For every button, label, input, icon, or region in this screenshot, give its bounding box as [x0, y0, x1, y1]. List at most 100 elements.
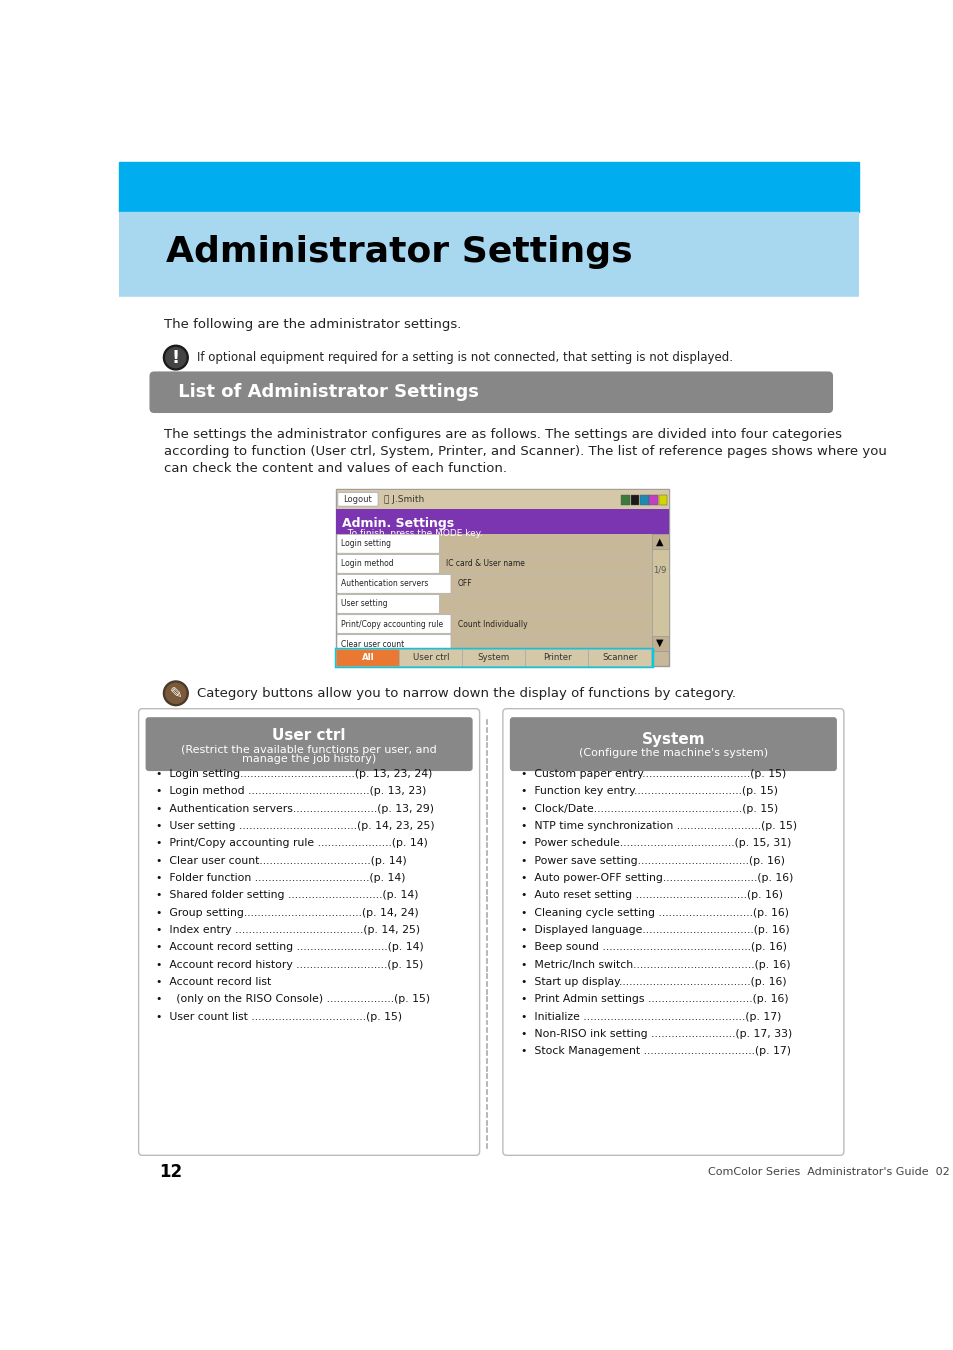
- Text: •    (only on the RISO Console) ....................(p. 15): • (only on the RISO Console) ...........…: [156, 995, 430, 1004]
- Text: List of Administrator Settings: List of Administrator Settings: [172, 383, 478, 401]
- Text: •  Displayed language.................................(p. 16): • Displayed language....................…: [520, 925, 789, 936]
- Bar: [119, 162, 858, 212]
- Text: ▲: ▲: [656, 536, 663, 547]
- Text: 1/9: 1/9: [653, 566, 666, 575]
- Text: The following are the administrator settings.: The following are the administrator sett…: [164, 317, 461, 331]
- Bar: [335, 649, 651, 667]
- FancyBboxPatch shape: [146, 717, 472, 771]
- Text: •  Function key entry................................(p. 15): • Function key entry....................…: [520, 787, 777, 796]
- FancyBboxPatch shape: [337, 493, 377, 506]
- FancyBboxPatch shape: [588, 649, 651, 667]
- FancyBboxPatch shape: [150, 371, 832, 413]
- Text: •  Account record list: • Account record list: [156, 977, 272, 987]
- Text: Login method: Login method: [340, 559, 393, 568]
- Text: •  Account record setting ...........................(p. 14): • Account record setting ...............…: [156, 942, 424, 952]
- Text: •  Stock Management .................................(p. 17): • Stock Management .....................…: [520, 1046, 790, 1056]
- Bar: [335, 489, 669, 509]
- Bar: [119, 297, 858, 1202]
- Text: ▼: ▼: [656, 639, 663, 648]
- Text: Category buttons allow you to narrow down the display of functions by category.: Category buttons allow you to narrow dow…: [196, 687, 735, 699]
- Bar: [119, 212, 858, 297]
- Text: •  User count list ..................................(p. 15): • User count list ......................…: [156, 1011, 402, 1022]
- FancyBboxPatch shape: [525, 649, 588, 667]
- Text: 👑 J.Smith: 👑 J.Smith: [384, 494, 424, 504]
- Text: •  Start up display.......................................(p. 16): • Start up display......................…: [520, 977, 785, 987]
- Text: (Configure the machine's system): (Configure the machine's system): [578, 748, 767, 757]
- Circle shape: [166, 683, 186, 703]
- Bar: [652, 533, 668, 549]
- Text: 12: 12: [159, 1164, 182, 1181]
- Text: •  Folder function ..................................(p. 14): • Folder function ......................…: [156, 873, 406, 883]
- Text: •  Cleaning cycle setting ............................(p. 16): • Cleaning cycle setting ...............…: [520, 907, 788, 918]
- Text: User ctrl: User ctrl: [413, 653, 449, 663]
- Text: •  Login method ....................................(p. 13, 23): • Login method .........................…: [156, 787, 426, 796]
- Text: •  Authentication servers.........................(p. 13, 29): • Authentication servers................…: [156, 803, 434, 814]
- Text: •  Login setting..................................(p. 13, 23, 24): • Login setting.........................…: [156, 769, 433, 779]
- Text: Printer: Printer: [542, 653, 571, 663]
- FancyBboxPatch shape: [462, 649, 525, 667]
- Text: •  Group setting...................................(p. 14, 24): • Group setting.........................…: [156, 907, 418, 918]
- FancyBboxPatch shape: [336, 595, 439, 613]
- Bar: [658, 494, 666, 505]
- Text: •  Power save setting.................................(p. 16): • Power save setting....................…: [520, 856, 784, 865]
- Text: Admin. Settings: Admin. Settings: [342, 517, 454, 529]
- Bar: [335, 509, 669, 533]
- Text: Print/Copy accounting rule: Print/Copy accounting rule: [340, 620, 442, 629]
- Bar: [652, 636, 668, 651]
- Text: •  Print/Copy accounting rule ......................(p. 14): • Print/Copy accounting rule ...........…: [156, 838, 428, 848]
- Text: •  Clock/Date............................................(p. 15): • Clock/Date............................…: [520, 803, 777, 814]
- Bar: [652, 533, 668, 651]
- FancyBboxPatch shape: [336, 555, 439, 574]
- Text: •  Auto reset setting .................................(p. 16): • Auto reset setting ...................…: [520, 891, 781, 900]
- Text: according to function (User ctrl, System, Printer, and Scanner). The list of ref: according to function (User ctrl, System…: [164, 444, 886, 458]
- Text: •  Account record history ...........................(p. 15): • Account record history ...............…: [156, 960, 423, 969]
- Text: •  Index entry ......................................(p. 14, 25): • Index entry ..........................…: [156, 925, 420, 936]
- Text: •  Custom paper entry................................(p. 15): • Custom paper entry....................…: [520, 769, 785, 779]
- Text: •  Shared folder setting ............................(p. 14): • Shared folder setting ................…: [156, 891, 418, 900]
- Text: !: !: [172, 348, 180, 367]
- Text: •  Non-RISO ink setting .........................(p. 17, 33): • Non-RISO ink setting .................…: [520, 1029, 791, 1040]
- Text: Authentication servers: Authentication servers: [340, 579, 428, 589]
- Text: •  Metric/Inch switch....................................(p. 16): • Metric/Inch switch....................…: [520, 960, 789, 969]
- Text: User setting: User setting: [340, 599, 387, 609]
- Text: IC card & User name: IC card & User name: [446, 559, 524, 568]
- FancyBboxPatch shape: [336, 634, 451, 653]
- FancyBboxPatch shape: [336, 575, 451, 593]
- Text: Logout: Logout: [343, 494, 372, 504]
- Text: •  Auto power-OFF setting............................(p. 16): • Auto power-OFF setting................…: [520, 873, 792, 883]
- Bar: [335, 489, 669, 667]
- Text: ComColor Series  Administrator's Guide  02: ComColor Series Administrator's Guide 02: [707, 1168, 949, 1177]
- Text: •  Power schedule..................................(p. 15, 31): • Power schedule........................…: [520, 838, 790, 848]
- FancyBboxPatch shape: [335, 649, 399, 667]
- Bar: [630, 494, 639, 505]
- FancyBboxPatch shape: [399, 649, 462, 667]
- Text: •  NTP time synchronization .........................(p. 15): • NTP time synchronization .............…: [520, 821, 796, 832]
- Text: •  User setting ...................................(p. 14, 23, 25): • User setting .........................…: [156, 821, 435, 832]
- Text: •  Print Admin settings ...............................(p. 16): • Print Admin settings .................…: [520, 995, 787, 1004]
- FancyBboxPatch shape: [509, 717, 836, 771]
- Text: OFF: OFF: [457, 579, 472, 589]
- Text: (Restrict the available functions per user, and: (Restrict the available functions per us…: [181, 744, 436, 755]
- Circle shape: [163, 346, 188, 370]
- Bar: [620, 494, 629, 505]
- Text: If optional equipment required for a setting is not connected, that setting is n: If optional equipment required for a set…: [196, 351, 732, 364]
- Text: ✎: ✎: [170, 686, 182, 701]
- Text: To finish, press the MODE key.: To finish, press the MODE key.: [342, 529, 482, 537]
- Text: System: System: [477, 653, 510, 663]
- FancyBboxPatch shape: [336, 535, 439, 554]
- Text: Scanner: Scanner: [601, 653, 638, 663]
- Text: Login setting: Login setting: [340, 540, 391, 548]
- Text: •  Beep sound ............................................(p. 16): • Beep sound ...........................…: [520, 942, 786, 952]
- Text: System: System: [640, 732, 704, 747]
- Bar: [649, 494, 658, 505]
- Text: •  Clear user count.................................(p. 14): • Clear user count......................…: [156, 856, 407, 865]
- Text: Clear user count: Clear user count: [340, 640, 404, 648]
- FancyBboxPatch shape: [336, 614, 451, 633]
- FancyBboxPatch shape: [138, 709, 479, 1156]
- Text: All: All: [361, 653, 374, 663]
- Circle shape: [163, 680, 188, 706]
- Text: Administrator Settings: Administrator Settings: [166, 235, 632, 269]
- Bar: [639, 494, 648, 505]
- Text: can check the content and values of each function.: can check the content and values of each…: [164, 462, 507, 475]
- Text: Count Individually: Count Individually: [457, 620, 527, 629]
